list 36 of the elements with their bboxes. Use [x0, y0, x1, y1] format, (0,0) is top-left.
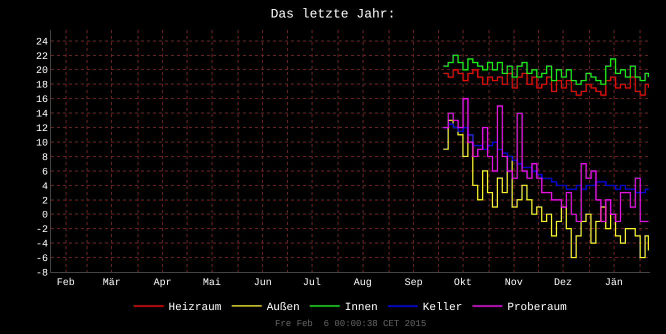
x-tick-label: Feb	[56, 277, 75, 289]
y-tick-label: -4	[36, 240, 48, 251]
y-tick-label: 0	[42, 210, 48, 222]
y-tick-label: 8	[42, 152, 48, 164]
x-tick-label: Aug	[354, 278, 372, 289]
legend-label: Innen	[344, 302, 378, 314]
x-tick-label: Mär	[102, 278, 121, 289]
y-tick-label: 2	[42, 196, 48, 208]
x-tick-label: Jun	[254, 278, 272, 289]
legend-label: Außen	[266, 302, 300, 314]
y-tick-label: -8	[36, 268, 48, 280]
legend-label: Heizraum	[168, 302, 222, 314]
x-tick-label: Sep	[404, 278, 423, 289]
x-tick-label: Mai	[202, 277, 221, 289]
y-tick-label: 20	[36, 66, 48, 78]
y-tick-label: -2	[36, 225, 48, 236]
y-tick-label: -6	[36, 254, 48, 266]
x-tick-label: Okt	[454, 277, 472, 289]
y-tick-label: 12	[36, 124, 48, 136]
x-tick-label: Jul	[302, 277, 321, 289]
text: Fre Feb 6 00:00:38 CET 2015	[275, 319, 426, 329]
y-tick-label: 24	[36, 37, 48, 48]
x-tick-label: Dez	[554, 278, 572, 289]
y-tick-label: 14	[36, 110, 48, 121]
legend-label: Keller	[422, 302, 462, 314]
x-tick-label: Apr	[154, 278, 172, 289]
y-tick-label: 18	[36, 80, 48, 92]
y-tick-label: 16	[36, 95, 48, 106]
y-tick-label: 10	[36, 138, 48, 150]
y-tick-label: 6	[42, 167, 48, 178]
x-tick-label: Nov	[504, 278, 523, 289]
y-tick-label: 4	[42, 182, 48, 193]
chart-title: Das letzte Jahr:	[270, 6, 396, 22]
y-tick-label: 22	[36, 52, 48, 63]
x-tick-label: Jän	[604, 278, 623, 289]
legend-label: Proberaum	[507, 302, 568, 314]
